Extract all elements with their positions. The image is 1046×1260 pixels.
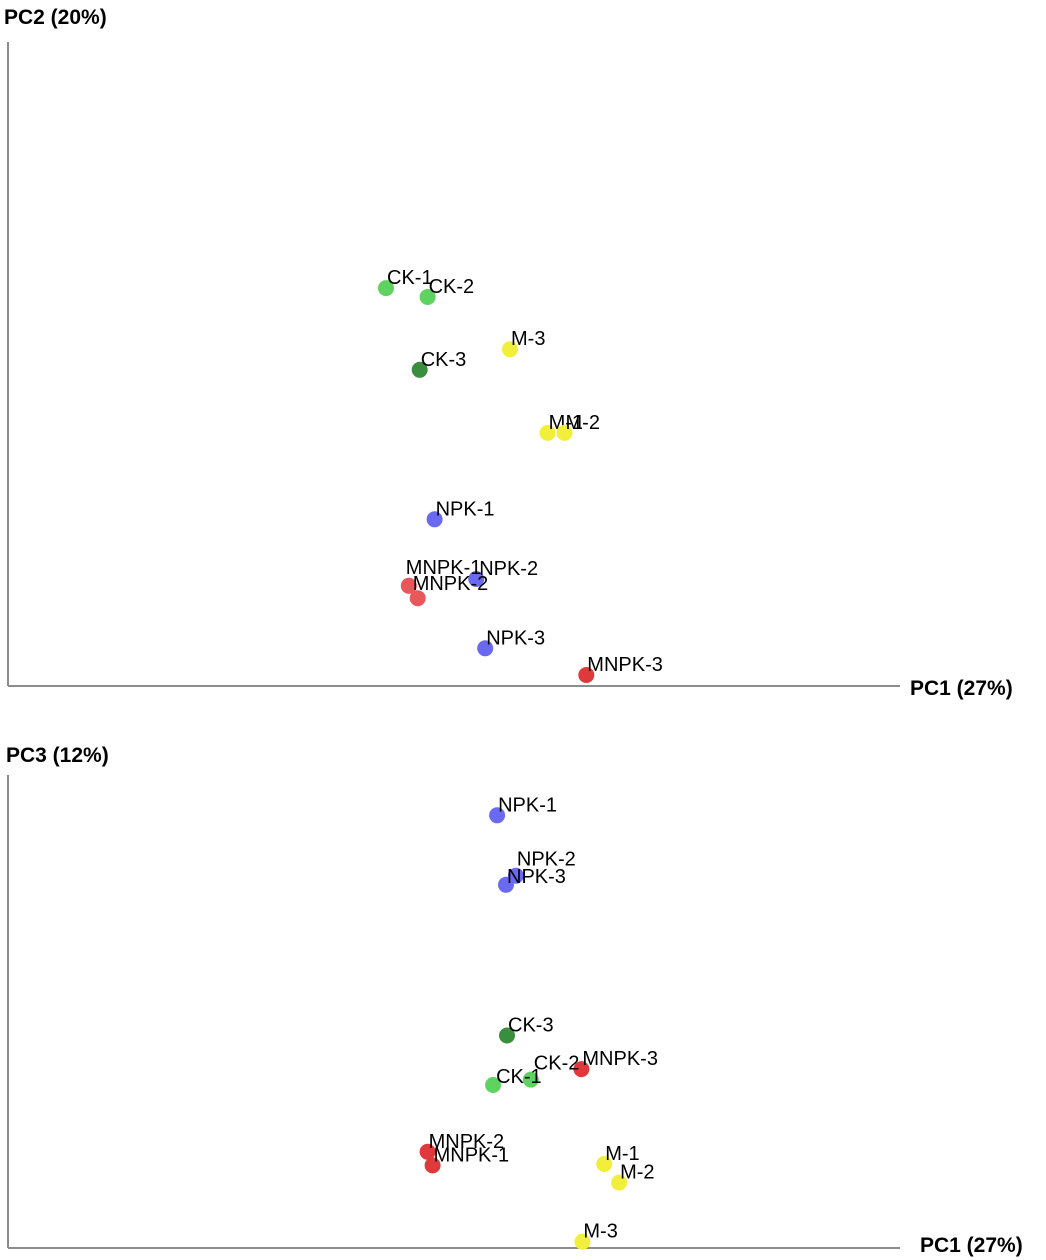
data-point-mnpk-1 — [424, 1157, 441, 1174]
y-axis-title: PC3 (12%) — [6, 744, 109, 767]
data-point-ck-2 — [522, 1071, 539, 1088]
data-points: CK-1CK-2CK-3M-3M-1M-2NPK-1NPK-2MNPK-1MNP… — [378, 267, 663, 683]
data-label-mnpk-1: MNPK-1 — [406, 557, 482, 579]
data-point-ck-1 — [485, 1077, 502, 1093]
data-point-m-1 — [596, 1156, 613, 1172]
data-label-ck-2: CK-2 — [429, 276, 475, 298]
data-label-m-1: M-1 — [605, 1143, 639, 1165]
data-point-mnpk-2 — [409, 590, 426, 607]
data-point-npk-3 — [498, 876, 514, 893]
data-point-npk-2 — [468, 571, 485, 587]
data-label-ck-3: CK-3 — [508, 1015, 554, 1037]
data-point-mnpk-1 — [400, 577, 417, 594]
data-label-ck-1: CK-1 — [496, 1066, 542, 1088]
data-label-m-1: M-1 — [549, 412, 583, 434]
data-point-npk-1 — [489, 807, 506, 824]
data-label-mnpk-3: MNPK-3 — [582, 1048, 658, 1070]
data-point-mnpk-3 — [573, 1061, 590, 1078]
data-point-mnpk-3 — [578, 667, 595, 683]
data-label-npk-1: NPK-1 — [498, 794, 557, 816]
data-label-npk-3: NPK-3 — [507, 866, 566, 888]
data-points: NPK-1NPK-2NPK-3CK-3MNPK-3CK-2CK-1MNPK-2M… — [419, 794, 658, 1250]
data-label-ck-1: CK-1 — [387, 267, 433, 289]
data-point-m-3 — [574, 1233, 591, 1250]
data-label-m-3: M-3 — [511, 328, 545, 350]
data-label-mnpk-2: MNPK-2 — [413, 573, 489, 595]
data-point-npk-1 — [426, 511, 443, 528]
pca-plot-pc1-pc2: PC2 (20%) PC1 (27%) CK-1 CK-2 CK-3 M-3 M-1 M-… — [4, 6, 1013, 700]
data-label-ck-3: CK-3 — [421, 349, 467, 371]
data-point-ck-3 — [411, 361, 428, 378]
data-point-mnpk-2 — [419, 1143, 436, 1160]
scatter-plot-pc1-pc2: PC2 (20%) PC1 (27%) CK-1CK-2 CK-3 M-3 M-1M-… — [4, 6, 1013, 700]
data-label-mnpk-1: MNPK-1 — [434, 1144, 510, 1166]
data-label-mnpk-3: MNPK-3 — [587, 654, 663, 676]
data-point-ck-1 — [378, 280, 394, 297]
data-point-m-2 — [556, 424, 573, 441]
x-axis-title: PC1 (27%) — [910, 677, 1013, 700]
data-point-m-2 — [611, 1174, 628, 1191]
data-label-ck-2: CK-2 — [534, 1053, 580, 1075]
data-label-npk-2: NPK-2 — [479, 558, 538, 580]
data-point-m-3 — [502, 341, 518, 358]
pca-plot-pc1-pc3: PC3 (12%) PC1 (27%) NPK-1 NPK-2 NPK-3 CK-3 M… — [0, 700, 1046, 1260]
data-label-m-2: M-2 — [620, 1162, 654, 1184]
data-point-npk-3 — [477, 640, 494, 657]
data-point-ck-3 — [499, 1027, 515, 1044]
data-label-npk-3: NPK-3 — [486, 627, 545, 649]
data-point-m-1 — [539, 424, 556, 441]
data-label-mnpk-2: MNPK-2 — [429, 1131, 505, 1153]
data-label-npk-1: NPK-1 — [436, 498, 495, 520]
y-axis-title: PC2 (20%) — [4, 6, 107, 29]
data-label-npk-2: NPK-2 — [517, 849, 576, 871]
x-axis-title: PC1 (27%) — [920, 1234, 1023, 1257]
data-point-ck-2 — [419, 289, 436, 305]
data-label-m-3: M-3 — [583, 1221, 617, 1243]
data-label-m-2: M-2 — [566, 412, 600, 434]
